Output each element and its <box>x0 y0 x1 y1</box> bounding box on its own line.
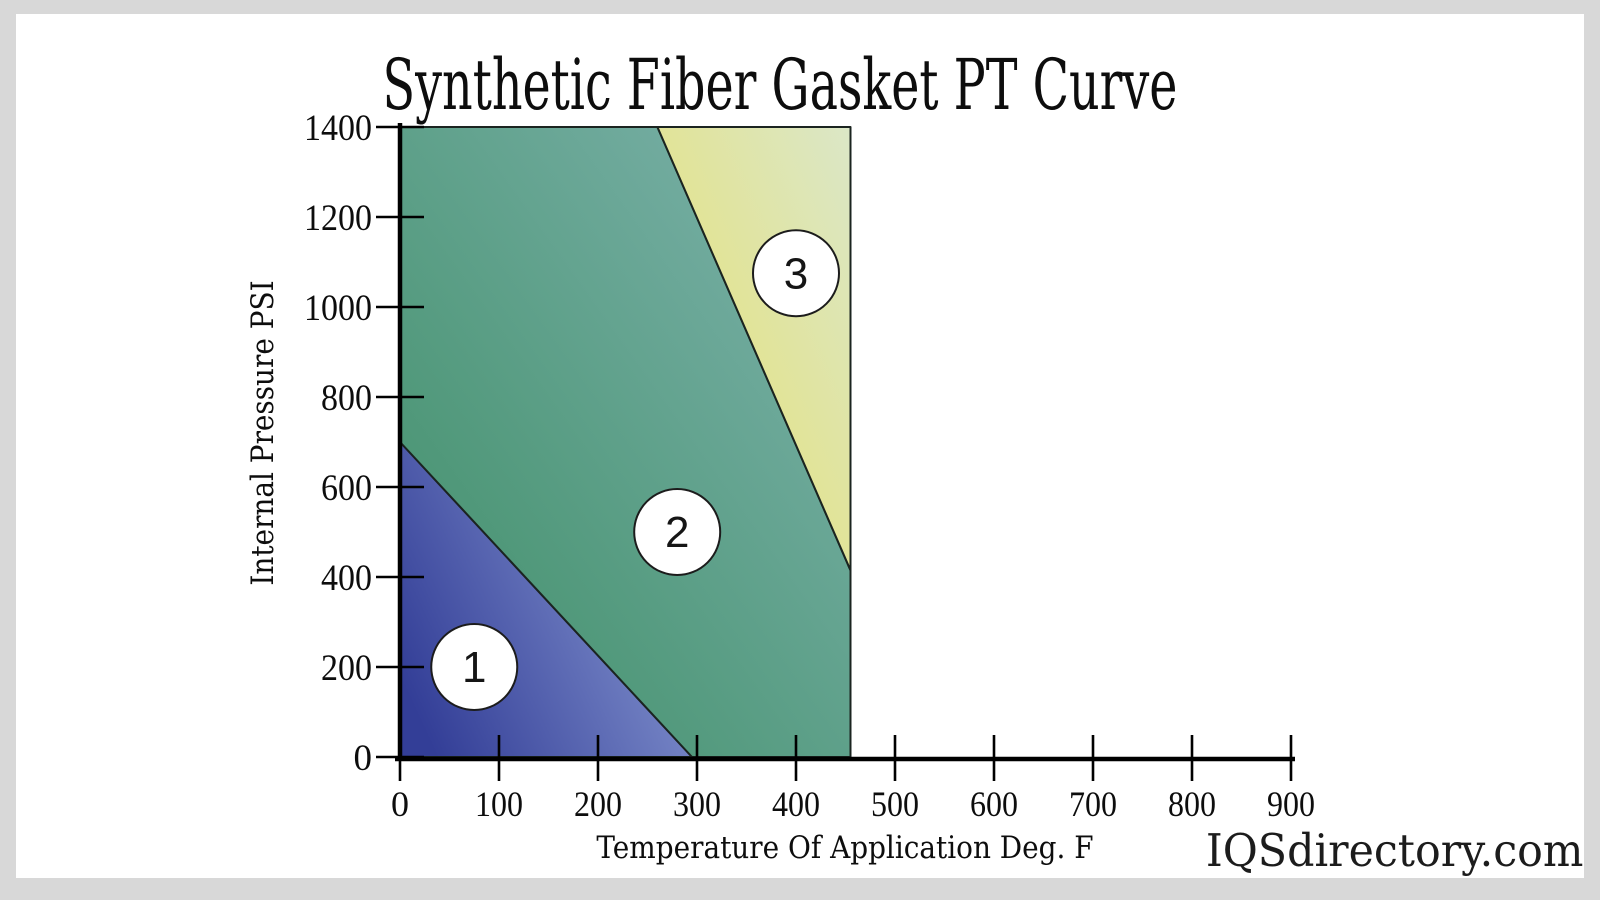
y-tick-label: 1200 <box>304 198 372 239</box>
y-tick-label: 1000 <box>304 288 372 329</box>
zone-2-marker <box>633 488 722 576</box>
zone-3-marker <box>752 229 840 318</box>
y-tick-label: 1400 <box>304 108 372 149</box>
zone-3-marker-label: 3 <box>784 249 808 298</box>
x-tick-label: 900 <box>1267 784 1315 824</box>
x-axis-title: Temperature Of Application Deg. F <box>596 830 1094 866</box>
x-tick-label: 100 <box>475 784 523 824</box>
x-tick-label: 200 <box>574 784 622 824</box>
chart-title: Synthetic Fiber Gasket PT Curve <box>382 44 1178 126</box>
watermark-text: IQSdirectory.com <box>1205 824 1583 877</box>
x-tick-label: 600 <box>970 784 1018 824</box>
x-tick-label: 800 <box>1168 784 1216 824</box>
y-axis-title: Internal Pressure PSI <box>245 280 281 586</box>
x-tick-label: 400 <box>772 784 820 824</box>
x-tick-label: 0 <box>391 784 409 824</box>
zone-2-marker-label: 2 <box>665 508 689 557</box>
y-tick-label: 0 <box>354 738 373 779</box>
x-tick-label: 700 <box>1069 784 1117 824</box>
x-tick-label: 500 <box>871 784 919 824</box>
y-tick-label: 400 <box>321 558 372 599</box>
y-tick-label: 800 <box>321 378 372 419</box>
zone-1-marker-label: 1 <box>462 643 486 692</box>
y-tick-label: 200 <box>321 648 372 689</box>
zone-1-marker <box>430 623 519 711</box>
y-tick-label: 600 <box>321 468 372 509</box>
x-tick-label: 300 <box>673 784 721 824</box>
